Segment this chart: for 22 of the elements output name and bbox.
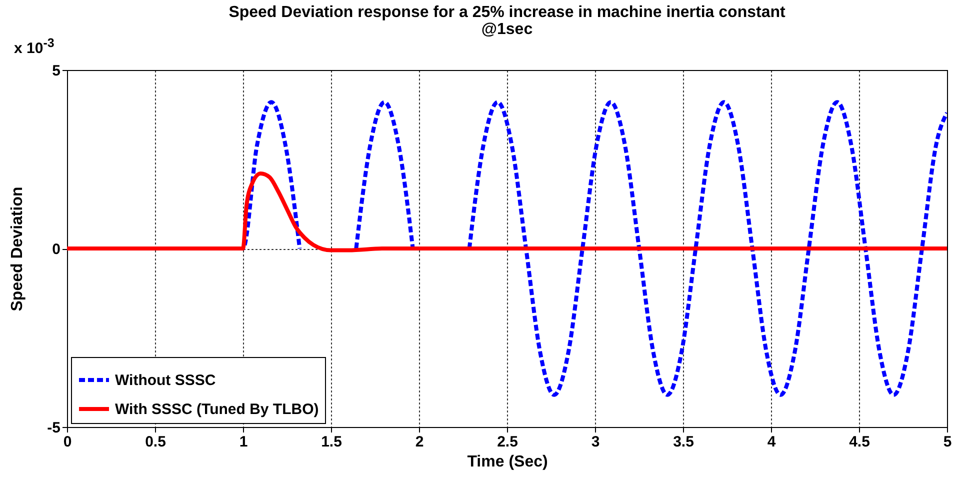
chart-title: Speed Deviation response for a 25% increase in machine inertia constant: [228, 4, 786, 21]
x-tick-label: 5: [943, 434, 952, 450]
x-tick-label: 2: [415, 434, 424, 450]
x-tick-label: 1: [239, 434, 248, 450]
x-tick-label: 3: [591, 434, 600, 450]
y-tick-label: 5: [52, 62, 60, 80]
text: x 10$^{-3}$: [14, 36, 54, 57]
x-tick-label: 4.5: [849, 434, 870, 450]
x-tick-label: 0: [63, 434, 72, 450]
x-tick-label: 0.5: [145, 434, 166, 450]
x-tick-label: 1.5: [321, 434, 342, 450]
y-tick-label: 0: [52, 241, 60, 258]
x-axis-title: Time (Sec): [467, 454, 548, 470]
y-tick-label: -5: [47, 420, 60, 436]
x-tick-label: 3.5: [673, 434, 694, 450]
line-series: [67, 172, 947, 252]
legend-label: With SSSC (Tuned By TLBO): [115, 401, 319, 418]
legend-label: Without SSSC: [115, 372, 216, 389]
x-tick-label: 2.5: [497, 434, 518, 450]
y-axis-title: Speed Deviation: [9, 186, 26, 312]
x-tick-label: 4: [767, 434, 776, 450]
chart-subtitle: @1sec: [481, 21, 533, 38]
